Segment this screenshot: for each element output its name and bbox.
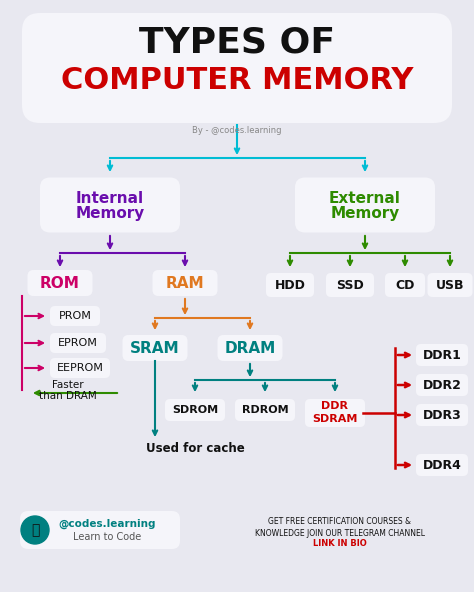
FancyBboxPatch shape [20, 511, 180, 549]
Text: EEPROM: EEPROM [56, 363, 103, 373]
Text: DDR1: DDR1 [422, 349, 461, 362]
Text: COMPUTER MEMORY: COMPUTER MEMORY [61, 66, 413, 95]
Text: SRAM: SRAM [130, 340, 180, 356]
Text: Learn to Code: Learn to Code [73, 532, 141, 542]
Text: By - @codes.learning: By - @codes.learning [192, 126, 282, 134]
Text: DDR2: DDR2 [422, 378, 461, 391]
FancyBboxPatch shape [40, 178, 180, 233]
FancyBboxPatch shape [122, 335, 188, 361]
Text: SDROM: SDROM [172, 405, 218, 415]
Text: DDR3: DDR3 [423, 408, 461, 422]
FancyBboxPatch shape [266, 273, 314, 297]
Text: RDROM: RDROM [242, 405, 288, 415]
Text: CD: CD [395, 278, 415, 291]
Text: SDRAM: SDRAM [312, 414, 358, 424]
Text: Internal: Internal [76, 191, 144, 205]
Circle shape [21, 516, 49, 544]
Text: PROM: PROM [59, 311, 91, 321]
FancyBboxPatch shape [416, 374, 468, 396]
FancyBboxPatch shape [50, 358, 110, 378]
FancyBboxPatch shape [153, 270, 218, 296]
Text: than DRAM: than DRAM [39, 391, 97, 401]
Text: External: External [329, 191, 401, 205]
Text: Used for cache: Used for cache [146, 442, 245, 455]
Text: SSD: SSD [336, 278, 364, 291]
Text: TYPES OF: TYPES OF [139, 25, 335, 59]
Text: Memory: Memory [330, 205, 400, 220]
Text: GET FREE CERTIFICATION COURSES &: GET FREE CERTIFICATION COURSES & [268, 517, 411, 526]
Text: LINK IN BIO: LINK IN BIO [313, 539, 367, 549]
Text: 💻: 💻 [31, 523, 39, 537]
FancyBboxPatch shape [428, 273, 473, 297]
Text: DDR4: DDR4 [422, 458, 461, 471]
FancyBboxPatch shape [416, 454, 468, 476]
Text: EPROM: EPROM [58, 338, 98, 348]
Text: DRAM: DRAM [224, 340, 275, 356]
Text: DDR: DDR [321, 401, 348, 411]
Text: KNOWLEDGE JOIN OUR TELEGRAM CHANNEL: KNOWLEDGE JOIN OUR TELEGRAM CHANNEL [255, 529, 425, 538]
Text: RAM: RAM [166, 275, 204, 291]
FancyBboxPatch shape [326, 273, 374, 297]
Text: USB: USB [436, 278, 464, 291]
FancyBboxPatch shape [235, 399, 295, 421]
FancyBboxPatch shape [416, 344, 468, 366]
FancyBboxPatch shape [218, 335, 283, 361]
FancyBboxPatch shape [385, 273, 425, 297]
FancyBboxPatch shape [50, 333, 106, 353]
FancyBboxPatch shape [305, 399, 365, 427]
Text: HDD: HDD [274, 278, 305, 291]
Text: Memory: Memory [75, 205, 145, 220]
Text: @codes.learning: @codes.learning [58, 519, 156, 529]
FancyBboxPatch shape [165, 399, 225, 421]
FancyBboxPatch shape [295, 178, 435, 233]
FancyBboxPatch shape [22, 13, 452, 123]
FancyBboxPatch shape [27, 270, 92, 296]
Text: ROM: ROM [40, 275, 80, 291]
FancyBboxPatch shape [416, 404, 468, 426]
FancyBboxPatch shape [50, 306, 100, 326]
Text: Faster: Faster [52, 380, 84, 390]
